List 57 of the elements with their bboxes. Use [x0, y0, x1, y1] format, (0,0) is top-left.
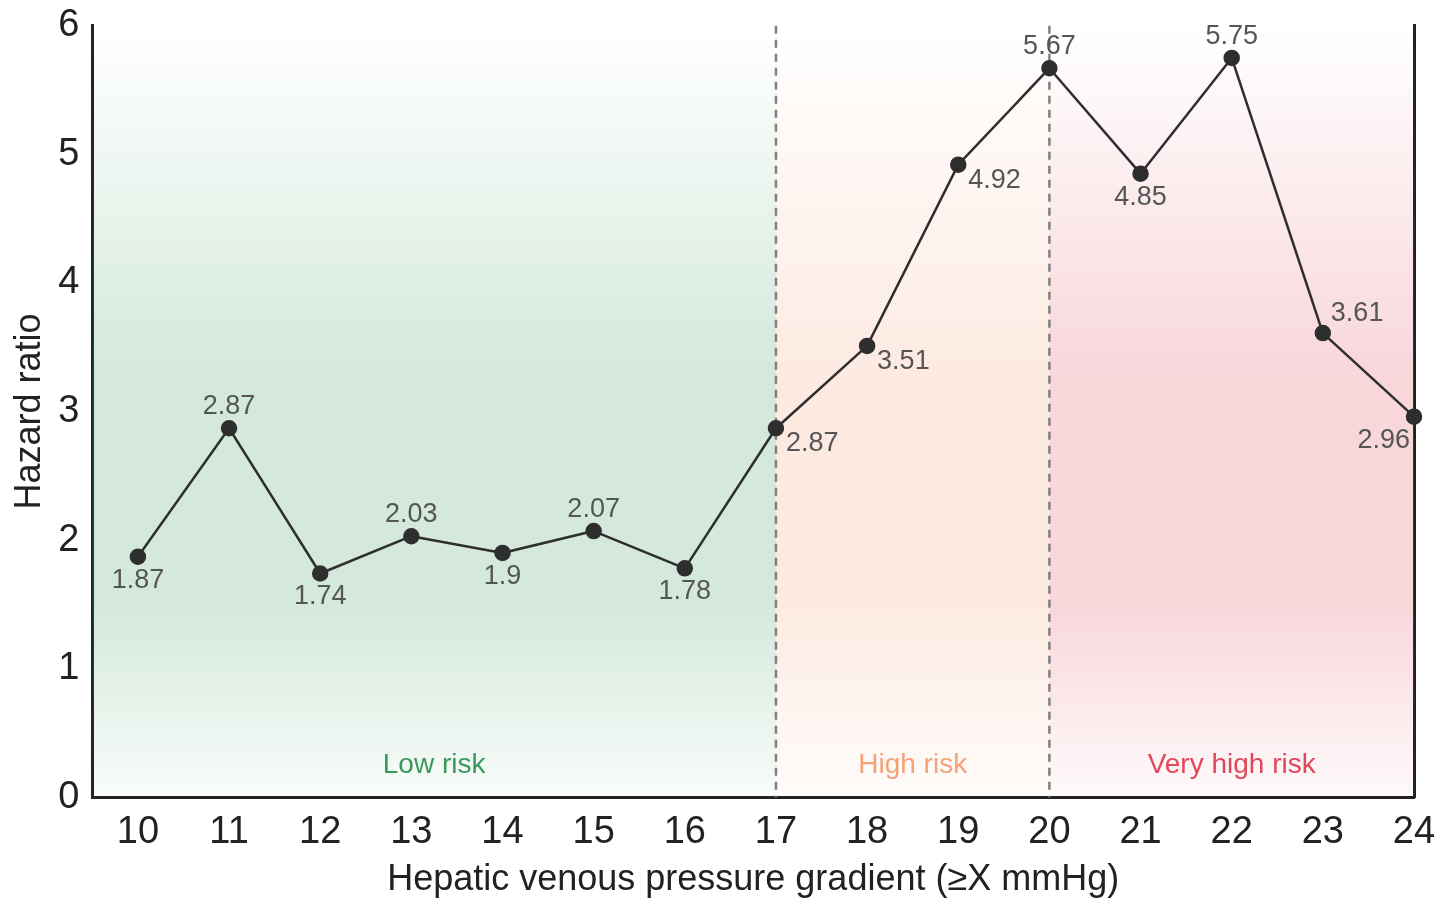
point	[767, 419, 785, 437]
point	[403, 527, 420, 545]
x-tick-label: 20	[1028, 809, 1071, 852]
data-label: 3.51	[877, 344, 930, 375]
data-label: 2.87	[202, 390, 256, 421]
data-label: 1.87	[111, 563, 165, 594]
x-tick-label: 24	[1392, 809, 1436, 852]
band-label: Very high risk	[1147, 747, 1317, 779]
y-tick-label: 2	[58, 516, 80, 559]
point	[1405, 408, 1423, 425]
data-label: 5.75	[1205, 19, 1258, 50]
data-label: 2.07	[567, 493, 620, 524]
x-tick-label: 14	[481, 809, 524, 852]
y-axis-title: Hazard ratio	[6, 313, 48, 510]
x-tick-label: 13	[390, 809, 433, 852]
x-tick-label: 23	[1301, 809, 1344, 852]
x-tick-label: 17	[754, 809, 798, 852]
x-tick-label: 11	[209, 809, 249, 852]
point	[311, 565, 329, 582]
point	[220, 419, 238, 437]
x-axis-title: Hepatic venous pressure gradient (≥X mmHg)	[387, 857, 1120, 899]
data-label: 5.67	[1023, 30, 1076, 61]
data-label: 2.03	[385, 498, 438, 529]
point	[1314, 324, 1332, 342]
point	[1041, 59, 1058, 77]
point	[676, 560, 694, 577]
data-label: 3.61	[1330, 297, 1384, 328]
data-label: 1.78	[658, 575, 712, 606]
point	[129, 548, 147, 566]
y-tick-label: 0	[58, 773, 80, 816]
x-tick-label: 18	[845, 809, 889, 852]
point	[585, 522, 602, 540]
point	[1223, 49, 1240, 67]
x-tick-label: 21	[1119, 809, 1162, 852]
y-tick-label: 3	[58, 387, 80, 430]
point	[1132, 165, 1149, 182]
x-tick-label: 19	[937, 809, 980, 852]
data-label: 4.85	[1114, 180, 1167, 211]
data-label: 2.96	[1357, 423, 1410, 454]
point	[950, 156, 967, 173]
x-tick-label: 22	[1210, 809, 1253, 852]
data-label: 1.9	[483, 559, 522, 590]
x-tick-label: 15	[572, 809, 615, 852]
band-label: High risk	[858, 747, 969, 779]
y-tick-label: 4	[58, 259, 80, 302]
y-tick-label: 6	[58, 2, 80, 45]
point	[494, 544, 511, 562]
x-tick-label: 10	[116, 809, 160, 852]
x-tick-label: 12	[299, 809, 342, 852]
band-label: Low risk	[382, 747, 487, 779]
data-label: 4.92	[968, 163, 1021, 194]
data-label: 1.74	[293, 580, 347, 611]
x-tick-label: 16	[663, 809, 706, 852]
point	[858, 337, 876, 355]
y-tick-label: 5	[58, 130, 80, 173]
data-label: 2.87	[785, 427, 839, 458]
y-tick-label: 1	[58, 645, 80, 688]
